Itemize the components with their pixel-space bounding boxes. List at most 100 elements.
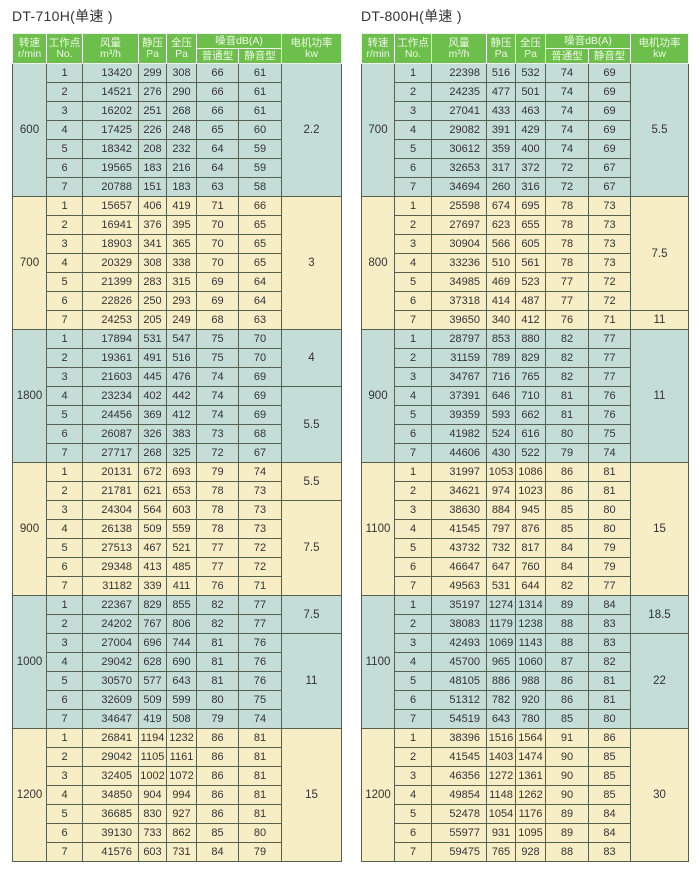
static-pressure-cell: 317 (486, 158, 516, 178)
point-no-cell: 1 (394, 595, 432, 615)
header-point-text: No. (56, 47, 73, 60)
air-flow-cell: 35197 (431, 595, 487, 615)
point-no-cell: 7 (394, 443, 432, 463)
air-flow-cell: 52478 (431, 804, 487, 824)
speed-cell: 800 (361, 196, 395, 330)
header-speed-text: 转速 (367, 36, 389, 49)
noise-normal-cell: 81 (196, 671, 239, 691)
point-no-cell: 3 (394, 234, 432, 254)
total-pressure-cell: 290 (166, 82, 197, 102)
noise-silent-cell: 63 (238, 310, 282, 330)
point-no-cell: 5 (46, 538, 83, 558)
table-title-dt710h: DT-710H(单速 ) (12, 8, 113, 24)
noise-normal-cell: 78 (545, 253, 589, 273)
point-no-cell: 2 (394, 82, 432, 102)
table-row: 3 46356 1272 1361 90 85 (362, 766, 689, 786)
noise-silent-cell: 72 (238, 557, 282, 577)
table-row: 3 24304 564 603 78 73 7.5 (13, 500, 342, 596)
air-flow-cell: 34694 (431, 177, 487, 197)
noise-silent-cell: 69 (238, 386, 282, 406)
air-flow-cell: 39130 (82, 823, 139, 843)
air-flow-cell: 42493 (431, 633, 487, 653)
noise-silent-cell: 76 (238, 652, 282, 672)
point-no-cell: 7 (46, 310, 83, 330)
point-no-cell: 2 (394, 747, 432, 767)
static-pressure-cell: 904 (138, 785, 167, 805)
noise-normal-cell: 74 (545, 120, 589, 140)
point-no-cell: 4 (46, 120, 83, 140)
total-pressure-cell: 561 (515, 253, 546, 273)
noise-normal-cell: 85 (196, 823, 239, 843)
noise-normal-cell: 74 (545, 101, 589, 121)
total-pressure-cell: 412 (166, 405, 197, 425)
table-row: 700 1 22398 516 532 74 69 5.5 (361, 63, 689, 197)
table-row: 4 41545 797 876 85 80 (362, 519, 689, 539)
table-row: 2 19361 491 516 75 70 (13, 348, 342, 368)
static-pressure-cell: 510 (486, 253, 516, 273)
total-pressure-cell: 249 (166, 310, 197, 330)
motor-power-cell: 15 (630, 462, 689, 596)
air-flow-cell: 34850 (82, 785, 139, 805)
table-row: 2 31159 789 829 82 77 (362, 348, 689, 368)
noise-silent-cell: 81 (238, 728, 282, 748)
noise-silent-cell: 76 (588, 405, 631, 425)
point-no-cell: 7 (46, 177, 83, 197)
noise-normal-cell: 78 (196, 519, 239, 539)
static-pressure-cell: 716 (486, 367, 516, 387)
noise-normal-cell: 86 (196, 804, 239, 824)
total-pressure-cell: 1060 (515, 652, 546, 672)
noise-normal-cell: 78 (196, 500, 239, 520)
table-row: 7 24253 205 249 68 63 (13, 310, 342, 330)
air-flow-cell: 59475 (431, 842, 487, 862)
table-row: 3 42493 1069 1143 88 83 22 (362, 633, 689, 729)
noise-silent-cell: 69 (588, 120, 631, 140)
noise-normal-cell: 78 (545, 196, 589, 216)
noise-silent-cell: 76 (238, 633, 282, 653)
noise-silent-cell: 72 (588, 272, 631, 292)
point-no-cell: 2 (46, 215, 83, 235)
air-flow-cell: 24202 (82, 614, 139, 634)
noise-silent-cell: 83 (588, 614, 631, 634)
noise-normal-cell: 69 (196, 291, 239, 311)
table-row: 1100 1 31997 1053 1086 86 81 15 (361, 462, 689, 596)
air-flow-cell: 44606 (431, 443, 487, 463)
total-pressure-cell: 476 (166, 367, 197, 387)
motor-power-cell: 11 (630, 329, 689, 463)
total-pressure-cell: 817 (515, 538, 546, 558)
static-pressure-cell: 965 (486, 652, 516, 672)
static-pressure-cell: 603 (138, 842, 167, 862)
air-flow-cell: 27697 (431, 215, 487, 235)
point-no-cell: 2 (46, 614, 83, 634)
point-no-cell: 1 (394, 462, 432, 482)
speed-cell: 1100 (361, 595, 395, 729)
noise-normal-cell: 84 (545, 557, 589, 577)
point-no-cell: 4 (394, 253, 432, 273)
air-flow-cell: 20329 (82, 253, 139, 273)
total-pressure-cell: 695 (515, 196, 546, 216)
air-flow-cell: 37318 (431, 291, 487, 311)
noise-normal-cell: 74 (545, 82, 589, 102)
static-pressure-cell: 531 (138, 329, 167, 349)
air-flow-cell: 13420 (82, 63, 139, 83)
air-flow-cell: 18903 (82, 234, 139, 254)
static-pressure-cell: 414 (486, 291, 516, 311)
noise-normal-cell: 82 (545, 576, 589, 596)
table-row: 1800 1 17894 531 547 75 70 4 (12, 329, 342, 463)
noise-normal-cell: 82 (545, 367, 589, 387)
total-pressure-cell: 643 (166, 671, 197, 691)
noise-normal-cell: 76 (545, 310, 589, 330)
point-no-cell: 4 (46, 652, 83, 672)
total-pressure-cell: 880 (515, 329, 546, 349)
static-pressure-cell: 1194 (138, 728, 167, 748)
table-row: 4 29042 628 690 81 76 (13, 652, 342, 672)
total-pressure-cell: 501 (515, 82, 546, 102)
point-no-cell: 4 (46, 386, 83, 406)
noise-silent-cell: 65 (238, 253, 282, 273)
header-static-pressure: 静压 Pa (486, 33, 516, 64)
static-pressure-cell: 674 (486, 196, 516, 216)
point-no-cell: 7 (46, 443, 83, 463)
point-no-cell: 7 (394, 709, 432, 729)
point-no-cell: 6 (394, 424, 432, 444)
total-pressure-cell: 487 (515, 291, 546, 311)
header-flow: 风量 m³/h (431, 33, 487, 64)
